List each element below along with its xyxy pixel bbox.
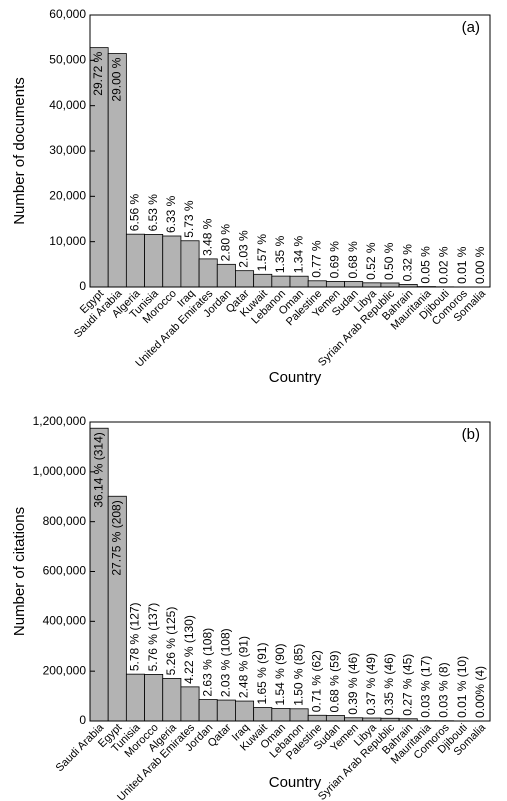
bar-label: 0.35 % (46)	[382, 653, 396, 715]
y-tick-label: 600,000	[43, 564, 87, 578]
bar	[235, 700, 255, 722]
bar-label: 6.33 %	[164, 195, 178, 233]
bar-label: 27.75 % (208)	[109, 500, 123, 575]
bar-label: 0.52 %	[364, 242, 378, 280]
bar-label: 4.22 % (130)	[182, 615, 196, 684]
bar-label: 5.76 % (137)	[146, 603, 160, 672]
bar-label: 0.71 % (62)	[309, 650, 323, 712]
y-tick-label: 20,000	[49, 189, 86, 203]
bar-label: 5.26 % (125)	[164, 607, 178, 676]
bar	[144, 234, 164, 288]
bar-label: 0.00% (4)	[473, 666, 487, 718]
panel-label: (a)	[462, 19, 480, 36]
bar	[162, 677, 182, 722]
y-tick-label: 1,200,000	[33, 414, 87, 428]
bar-label: 0.02 %	[437, 246, 451, 284]
y-tick-label: 50,000	[49, 53, 86, 67]
y-tick-label: 30,000	[49, 143, 86, 157]
x-axis-title: Country	[269, 369, 322, 386]
bar	[271, 708, 291, 722]
bar-label: 3.48 %	[200, 218, 214, 256]
bar-label: 0.69 %	[328, 241, 342, 279]
bar-label: 29.72 %	[91, 51, 105, 95]
bar	[180, 240, 200, 288]
bar	[380, 282, 400, 288]
bar-label: 5.78 % (127)	[128, 602, 142, 671]
bar-label: 1.34 %	[291, 236, 305, 274]
bar	[198, 258, 218, 288]
bar	[307, 280, 327, 288]
bar	[253, 273, 273, 288]
bar-label: 2.48 % (91)	[237, 636, 251, 698]
bar-label: 1.50 % (85)	[291, 644, 305, 706]
panel-label: (b)	[462, 426, 480, 443]
bar	[362, 282, 382, 288]
bar-label: 1.54 % (90)	[273, 643, 287, 705]
bar	[307, 714, 327, 722]
bar-label: 0.39 % (46)	[346, 653, 360, 715]
bar-label: 0.77 %	[309, 240, 323, 278]
bar	[162, 235, 182, 288]
x-tick-label: Saudi Arabia	[54, 721, 107, 774]
bar-label: 29.00 %	[109, 57, 123, 101]
y-tick-label: 40,000	[49, 98, 86, 112]
bar-label: 6.53 %	[146, 194, 160, 232]
y-tick-label: 1,000,000	[33, 464, 87, 478]
y-axis-title: Number of citations	[11, 507, 28, 636]
y-tick-label: 200,000	[43, 663, 87, 677]
bar-label: 0.00 %	[473, 246, 487, 284]
bar	[325, 281, 345, 288]
bar	[216, 263, 236, 288]
bar-label: 0.68 %	[346, 241, 360, 279]
y-axis-title: Number of documents	[11, 77, 28, 225]
bar	[198, 699, 218, 722]
bar-label: 0.03 % (17)	[419, 656, 433, 718]
bar-label: 6.56 %	[128, 193, 142, 231]
bar	[344, 281, 364, 288]
bar-label: 1.35 %	[273, 235, 287, 273]
bar-label: 0.68 % (59)	[328, 650, 342, 712]
bar-label: 0.03 % (8)	[437, 662, 451, 717]
bar-label: 2.63 % (108)	[200, 628, 214, 697]
bar	[325, 715, 345, 722]
y-tick-label: 800,000	[43, 514, 87, 528]
y-tick-label: 0	[79, 713, 86, 727]
bar	[125, 673, 145, 722]
bar-label: 0.32 %	[400, 244, 414, 282]
bar-label: 0.50 %	[382, 242, 396, 280]
y-tick-label: 400,000	[43, 614, 87, 628]
bar-label: 2.03 % (108)	[219, 628, 233, 697]
bar-label: 2.03 %	[237, 230, 251, 268]
bar	[253, 707, 273, 722]
bar-label: 1.57 %	[255, 234, 269, 272]
bar	[289, 275, 309, 288]
bar-label: 0.37 % (49)	[364, 653, 378, 715]
bar-label: 0.01 % (10)	[455, 656, 469, 718]
y-tick-label: 10,000	[49, 234, 86, 248]
y-tick-label: 60,000	[49, 7, 86, 21]
bar	[216, 699, 236, 722]
y-tick-label: 0	[79, 279, 86, 293]
bar-label: 36.14 % (314)	[91, 432, 105, 507]
bar-label: 2.80 %	[219, 224, 233, 262]
x-axis-title: Country	[269, 774, 322, 791]
bar-label: 0.01 %	[455, 246, 469, 284]
bar	[144, 674, 164, 722]
bar	[180, 686, 200, 722]
bar-label: 0.05 %	[419, 246, 433, 284]
bar	[235, 270, 255, 288]
bar	[271, 275, 291, 288]
bar-label: 0.27 % (45)	[400, 654, 414, 716]
bar-label: 1.65 % (91)	[255, 642, 269, 704]
bar-label: 5.73 %	[182, 200, 196, 238]
bar	[289, 708, 309, 722]
bar	[125, 233, 145, 288]
